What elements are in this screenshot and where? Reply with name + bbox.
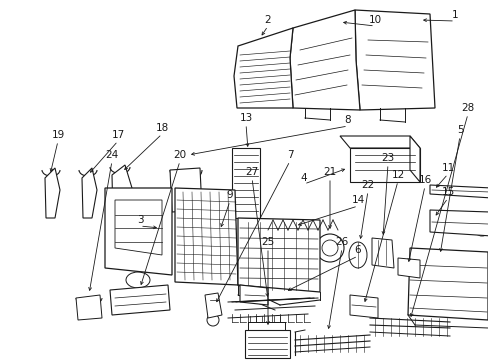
Polygon shape xyxy=(110,285,170,315)
Text: 14: 14 xyxy=(351,195,364,205)
Text: 19: 19 xyxy=(51,130,64,140)
Text: 21: 21 xyxy=(323,167,336,177)
Polygon shape xyxy=(231,148,260,218)
Polygon shape xyxy=(429,210,488,236)
Polygon shape xyxy=(234,28,292,108)
Polygon shape xyxy=(105,188,172,275)
Text: 24: 24 xyxy=(105,150,119,160)
Text: 28: 28 xyxy=(461,103,474,113)
Polygon shape xyxy=(45,168,60,218)
Circle shape xyxy=(321,240,337,256)
Text: 12: 12 xyxy=(390,170,404,180)
Polygon shape xyxy=(112,165,132,218)
Polygon shape xyxy=(82,168,97,218)
Circle shape xyxy=(315,234,343,262)
Polygon shape xyxy=(349,148,419,182)
Text: 3: 3 xyxy=(137,215,143,225)
Polygon shape xyxy=(76,295,102,320)
Polygon shape xyxy=(397,258,419,278)
Text: 10: 10 xyxy=(367,15,381,25)
Polygon shape xyxy=(204,293,222,318)
Text: 2: 2 xyxy=(264,15,271,25)
Text: 13: 13 xyxy=(239,113,252,123)
Polygon shape xyxy=(409,136,419,182)
Polygon shape xyxy=(240,285,267,305)
Text: 26: 26 xyxy=(335,237,348,247)
Polygon shape xyxy=(407,248,487,320)
Text: 20: 20 xyxy=(173,150,186,160)
Text: 9: 9 xyxy=(226,190,233,200)
Text: 18: 18 xyxy=(155,123,168,133)
Text: 15: 15 xyxy=(441,187,454,197)
Text: 25: 25 xyxy=(261,237,274,247)
Ellipse shape xyxy=(126,272,150,288)
Text: 4: 4 xyxy=(300,173,306,183)
Text: 22: 22 xyxy=(361,180,374,190)
Text: 8: 8 xyxy=(344,115,350,125)
Polygon shape xyxy=(349,295,377,318)
Polygon shape xyxy=(339,136,419,148)
Text: 1: 1 xyxy=(451,10,457,20)
Text: 27: 27 xyxy=(245,167,258,177)
Polygon shape xyxy=(115,200,162,255)
Text: 11: 11 xyxy=(441,163,454,173)
Text: 16: 16 xyxy=(418,175,431,185)
Polygon shape xyxy=(371,238,393,268)
Text: 6: 6 xyxy=(354,245,361,255)
Text: 5: 5 xyxy=(456,125,462,135)
Polygon shape xyxy=(289,10,359,110)
Circle shape xyxy=(206,314,219,326)
Polygon shape xyxy=(175,188,238,285)
Circle shape xyxy=(473,220,488,236)
Text: 17: 17 xyxy=(111,130,124,140)
Polygon shape xyxy=(244,330,289,358)
Text: 7: 7 xyxy=(286,150,293,160)
Text: 23: 23 xyxy=(381,153,394,163)
Ellipse shape xyxy=(348,242,366,268)
Polygon shape xyxy=(354,10,434,110)
Polygon shape xyxy=(429,185,488,198)
Polygon shape xyxy=(170,168,202,212)
Polygon shape xyxy=(238,218,319,292)
